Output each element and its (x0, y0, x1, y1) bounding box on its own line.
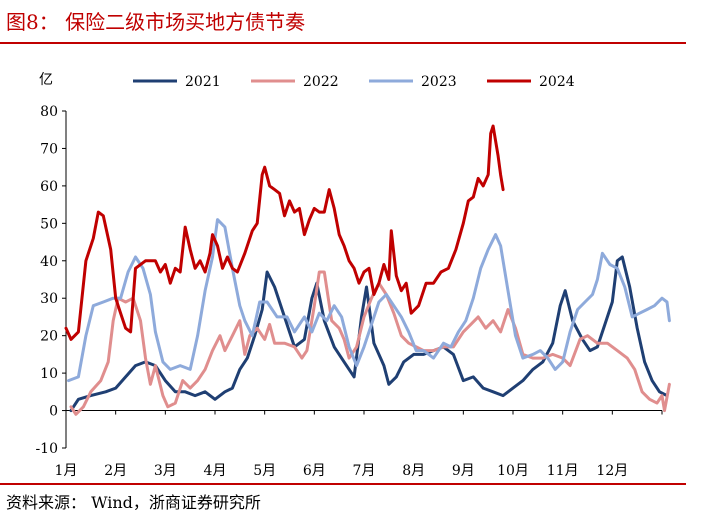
legend-label-2021: 2021 (185, 74, 221, 90)
x-tick-label: 9月 (452, 463, 475, 479)
y-tick-label: 30 (40, 291, 58, 307)
x-tick-label: 7月 (353, 463, 376, 479)
series-line-2024 (64, 124, 505, 341)
axes: -10 0 10 20 30 40 50 60 70 80 亿 1月 2月 3月 4月 5月 6月 7月 8月 9月 1… (35, 72, 663, 479)
source-note: 资料来源： Wind，浙商证券研究所 (6, 493, 261, 512)
figure-title: 图8： 保险二级市场买地方债节奏 (6, 10, 306, 34)
y-tick-label: 80 (40, 104, 58, 120)
chart-svg: -10 0 10 20 30 40 50 60 70 80 亿 1月 2月 3月 4月 5月 6月 7月 8月 9月 1… (35, 72, 671, 479)
y-tick-label: 40 (40, 254, 58, 270)
y-tick-label: 10 (40, 366, 58, 382)
bottom-divider (0, 483, 686, 485)
x-tick-label: 11月 (547, 463, 579, 479)
series-line-2022 (69, 270, 671, 416)
series-line-2021 (69, 255, 669, 413)
x-tick-label: 3月 (154, 463, 177, 479)
legend-label-2022: 2022 (303, 74, 339, 90)
x-tick-label: 4月 (204, 463, 227, 479)
y-tick-label: 70 (40, 141, 58, 157)
y-tick-label: 20 (40, 329, 58, 345)
x-tick-label: 5月 (253, 463, 276, 479)
x-tick-label: 8月 (402, 463, 425, 479)
y-tick-label: 60 (40, 179, 58, 195)
y-tick-label: 0 (49, 404, 58, 420)
series-layer (64, 124, 671, 416)
y-tick-label: 50 (40, 216, 58, 232)
top-divider (0, 42, 686, 44)
legend-label-2024: 2024 (539, 74, 575, 90)
y-axis-unit-label: 亿 (39, 72, 53, 88)
x-tick-label: 1月 (55, 463, 78, 479)
x-tick-label: 12月 (596, 463, 628, 479)
legend-label-2023: 2023 (421, 74, 457, 90)
y-tick-label: -10 (35, 441, 58, 457)
x-tick-label: 10月 (497, 463, 529, 479)
x-tick-label: 2月 (104, 463, 127, 479)
x-tick-label: 6月 (303, 463, 326, 479)
legend: 2021 2022 2023 2024 (133, 74, 575, 90)
series-line-2023 (67, 218, 671, 383)
